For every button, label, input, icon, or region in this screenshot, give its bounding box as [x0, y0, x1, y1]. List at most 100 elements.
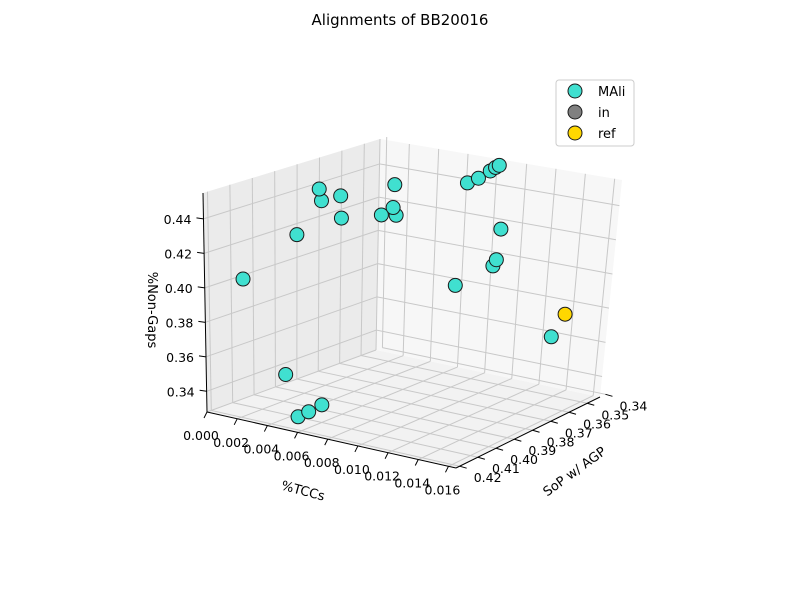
grid-line-y-floor: [232, 402, 478, 458]
y-tick-label: 0.34: [620, 398, 648, 413]
x-tick-mark: [294, 432, 298, 439]
legend-marker-ref: [567, 125, 583, 141]
y-tick-label: 0.40: [510, 452, 538, 467]
data-point-mali: [301, 404, 317, 420]
z-tick-label: 0.40: [165, 281, 193, 296]
y-tick-label: 0.37: [565, 425, 593, 440]
grid-line-x-back: [538, 168, 557, 385]
z-axis-line: [202, 192, 208, 413]
z-tick-label: 0.42: [164, 246, 192, 261]
legend: MAli in ref: [555, 79, 635, 147]
grid-line-z-left: [204, 229, 379, 289]
x-tick-mark: [384, 452, 389, 459]
data-point-mali: [235, 271, 251, 287]
grid-line-x-floor: [297, 366, 458, 433]
grid-line-x-floor: [418, 389, 567, 460]
x-tick-label: 0.010: [334, 462, 370, 477]
legend-marker-in: [567, 104, 583, 120]
data-point-mali: [543, 329, 559, 345]
legend-marker-mali: [567, 83, 583, 99]
grid-line-x-back: [429, 148, 440, 362]
data-point-mali: [373, 207, 389, 223]
x-tick-mark: [263, 425, 268, 432]
grid-line-y-left: [229, 184, 234, 403]
data-point-ref: [557, 306, 573, 322]
z-tick-label: 0.38: [166, 315, 194, 330]
x-tick-label: 0.014: [394, 476, 430, 491]
x-tick-label: 0.016: [425, 482, 461, 497]
y-tick-label: 0.38: [547, 434, 575, 449]
y-tick-mark: [568, 411, 577, 415]
chart-title: Alignments of BB20016: [312, 11, 489, 29]
z-tick-mark: [198, 320, 206, 323]
x-tick-mark: [203, 411, 208, 419]
y-tick-mark: [495, 447, 504, 451]
grid-line-x-back: [565, 173, 586, 390]
grid-line-z-back: [377, 263, 610, 309]
data-point-mali: [311, 181, 327, 197]
x-tick-mark: [324, 438, 329, 446]
grid-line-x-back: [592, 178, 616, 396]
grid-line-z-back: [376, 329, 603, 377]
x-tick-mark: [354, 445, 359, 453]
data-point-mali: [491, 157, 507, 173]
y-tick-label: 0.36: [583, 416, 611, 431]
y-tick-mark: [550, 420, 558, 424]
x-tick-label: 0.012: [364, 469, 400, 484]
grid-line-y-floor: [360, 355, 588, 404]
z-tick-mark: [199, 389, 207, 392]
grid-line-x-back: [375, 138, 381, 351]
axis-lines: [196, 192, 613, 473]
z-tick-mark: [197, 286, 205, 289]
x-tick-label: 0.006: [274, 448, 310, 463]
tick-labels: 0.0000.0020.0040.0060.0080.0100.0120.014…: [164, 212, 648, 497]
z-tick-label: 0.36: [166, 350, 194, 365]
x-tick-mark: [233, 418, 238, 426]
data-point-mali: [314, 397, 330, 413]
data-point-mali: [333, 210, 349, 226]
grid-line-y-floor: [296, 378, 533, 431]
grid-line-x-floor: [206, 349, 377, 413]
data-points: [235, 157, 573, 425]
y-tick-mark: [587, 402, 595, 406]
x-axis-label: %TCCs: [279, 479, 326, 505]
z-tick-mark: [198, 355, 207, 358]
grid-line-x-back: [511, 163, 528, 379]
y-tick-mark: [514, 438, 522, 442]
y-tick-mark: [605, 393, 613, 397]
grid-line-y-floor: [318, 370, 551, 422]
grid-line-y-floor: [275, 386, 515, 440]
y-tick-label: 0.35: [601, 407, 629, 422]
grid-line-z-back: [379, 163, 620, 207]
y-tick-label: 0.42: [474, 470, 502, 485]
x-tick-label: 0.000: [183, 428, 219, 443]
z-tick-mark: [196, 217, 204, 220]
grid-line-x-floor: [357, 378, 512, 447]
grid-line-x-floor: [387, 383, 540, 454]
grid-line-y-floor: [382, 347, 606, 395]
x-tick-mark: [414, 459, 419, 466]
grid-line-x-floor: [448, 395, 594, 467]
x-tick-label: 0.004: [243, 442, 279, 457]
x-tick-mark: [445, 466, 449, 473]
grid-line-x-back: [402, 143, 410, 356]
x-tick-label: 0.002: [213, 435, 249, 450]
z-axis-label: %Non-Gaps: [144, 272, 159, 349]
data-point-mali: [493, 221, 509, 237]
y-tick-mark: [532, 429, 540, 433]
grid-line-z-left: [205, 296, 378, 358]
grid-line-y-left: [339, 150, 343, 364]
grid-line-y-left: [360, 143, 365, 356]
data-point-mali: [385, 200, 401, 216]
x-tick-label: 0.008: [304, 455, 340, 470]
grid-line-x-floor: [327, 372, 485, 440]
z-tick-label: 0.34: [167, 384, 195, 399]
legend-label-ref: ref: [598, 127, 616, 142]
grid-line-y-left: [274, 171, 276, 387]
data-point-mali: [447, 277, 463, 293]
data-point-mali: [488, 252, 504, 268]
grid-line-z-back: [378, 196, 617, 241]
data-point-mali: [278, 366, 294, 382]
y-tick-mark: [477, 456, 486, 460]
